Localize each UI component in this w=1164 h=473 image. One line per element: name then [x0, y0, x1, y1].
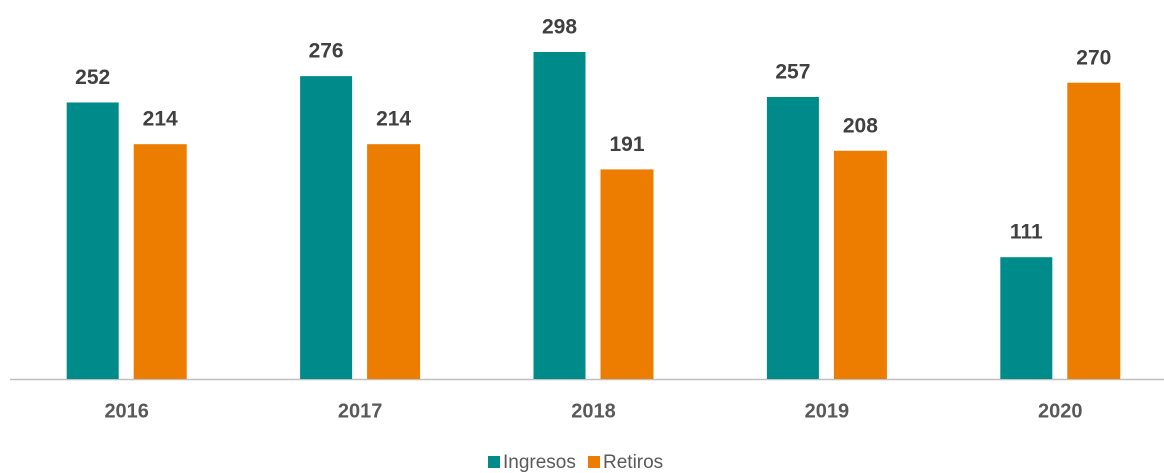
data-label: 214	[143, 108, 178, 131]
bar	[766, 96, 819, 379]
legend-label: Ingresos	[503, 452, 576, 473]
bar	[1067, 82, 1121, 380]
bar	[833, 150, 887, 379]
x-tick-label: 2019	[805, 400, 850, 422]
data-label: 214	[376, 108, 411, 131]
bar	[300, 76, 353, 380]
data-label: 208	[843, 114, 878, 137]
data-label: 298	[542, 16, 577, 39]
legend-swatch	[588, 456, 600, 468]
data-label: 257	[775, 61, 810, 84]
x-tick-label: 2016	[104, 400, 149, 422]
legend-label: Retiros	[603, 452, 663, 473]
x-tick-label: 2017	[338, 400, 383, 422]
bar	[1000, 257, 1053, 379]
bar	[533, 52, 586, 379]
bar	[133, 144, 187, 379]
legend-swatch	[488, 456, 500, 468]
data-label: 270	[1076, 46, 1111, 69]
data-label: 191	[609, 133, 644, 156]
data-label: 276	[309, 40, 344, 63]
data-label: 111	[1010, 221, 1043, 244]
bar	[600, 169, 654, 379]
x-tick-label: 2020	[1038, 400, 1083, 422]
x-tick-label: 2018	[571, 400, 616, 422]
bar	[66, 102, 119, 380]
bar	[367, 144, 421, 379]
data-label: 252	[75, 66, 110, 89]
